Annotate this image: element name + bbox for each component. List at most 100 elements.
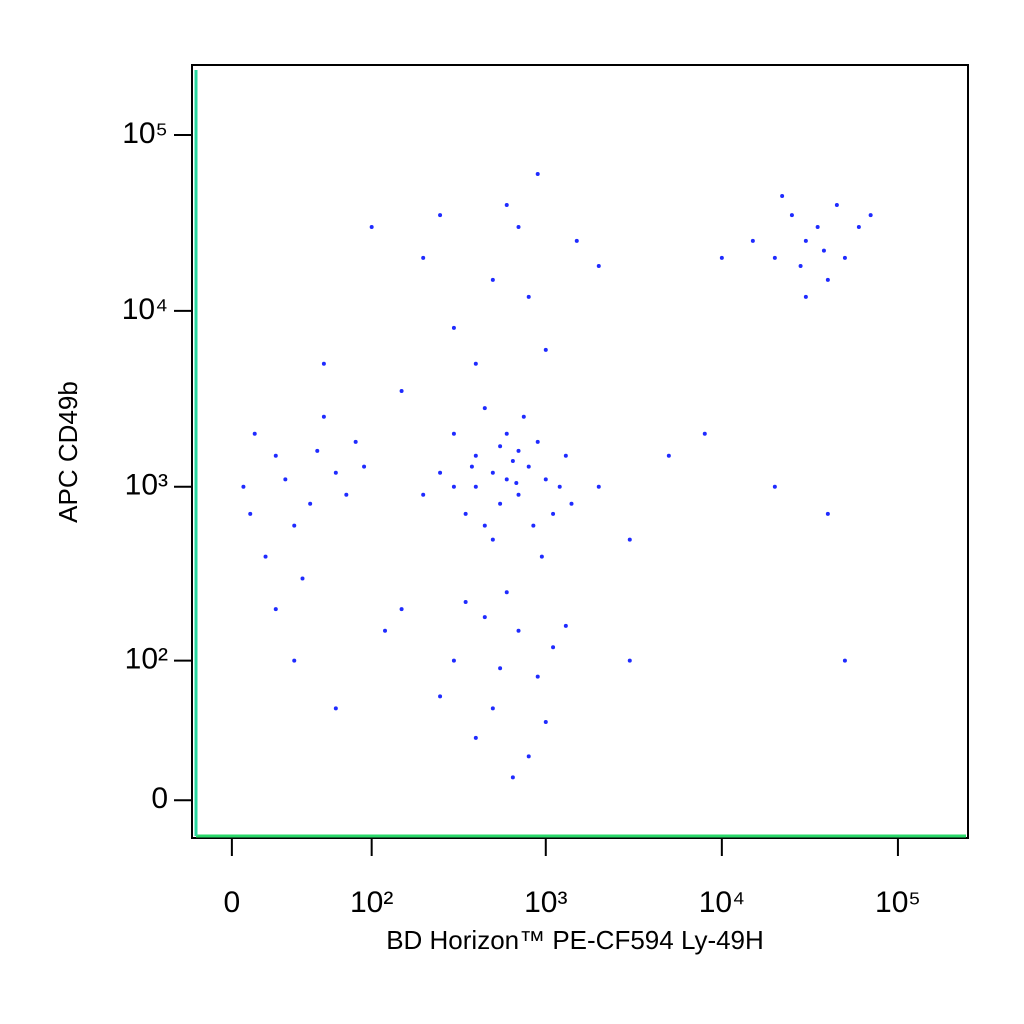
data-point (535, 439, 540, 444)
data-point (473, 735, 478, 740)
data-point (543, 477, 548, 482)
data-point (825, 277, 830, 282)
data-point (719, 255, 724, 260)
data-point (498, 501, 503, 506)
data-point (596, 484, 601, 489)
data-point (241, 484, 246, 489)
y-tick-label: 0 (151, 782, 168, 815)
data-point (514, 480, 519, 485)
data-point (551, 645, 556, 650)
x-tick-label: 10² (350, 886, 393, 919)
data-point (308, 501, 313, 506)
data-point (504, 431, 509, 436)
data-point (469, 464, 474, 469)
data-point (504, 590, 509, 595)
data-point (248, 511, 253, 516)
data-point (399, 607, 404, 612)
data-point (273, 607, 278, 612)
data-point (825, 511, 830, 516)
data-point (498, 444, 503, 449)
data-point (482, 523, 487, 528)
data-point (463, 599, 468, 604)
data-point (438, 213, 443, 218)
data-point (482, 406, 487, 411)
data-point (803, 238, 808, 243)
x-axis-title: BD Horizon™ PE-CF594 Ly-49H (386, 925, 764, 955)
x-tick-label: 10⁴ (699, 886, 745, 919)
data-point (383, 628, 388, 633)
y-tick-label: 10² (125, 643, 168, 676)
data-point (315, 448, 320, 453)
data-point (362, 464, 367, 469)
data-point (627, 537, 632, 542)
data-point (451, 484, 456, 489)
data-point (490, 537, 495, 542)
data-point (421, 492, 426, 497)
data-point (772, 255, 777, 260)
y-tick-label: 10³ (125, 469, 168, 502)
data-point (521, 414, 526, 419)
data-point (596, 263, 601, 268)
data-point (834, 202, 839, 207)
data-point (563, 623, 568, 628)
data-point (510, 459, 515, 464)
y-tick-label: 10⁴ (122, 293, 168, 326)
data-point (300, 576, 305, 581)
x-tick-label: 10³ (524, 886, 567, 919)
data-point (344, 492, 349, 497)
data-point (333, 470, 338, 475)
data-point (543, 720, 548, 725)
plot-frame (191, 64, 969, 839)
y-tick-label: 10⁵ (122, 117, 168, 150)
data-point (292, 658, 297, 663)
data-point (504, 477, 509, 482)
y-axis-title: APC CD49b (53, 381, 83, 523)
data-point (273, 453, 278, 458)
data-point (557, 484, 562, 489)
data-point (473, 361, 478, 366)
data-point (292, 523, 297, 528)
x-tick-label: 0 (224, 886, 241, 919)
data-point (516, 224, 521, 229)
data-point (353, 439, 358, 444)
data-point (333, 706, 338, 711)
data-point (490, 277, 495, 282)
data-point (526, 294, 531, 299)
data-point (535, 674, 540, 679)
data-point (463, 511, 468, 516)
data-point (510, 775, 515, 780)
data-point (369, 224, 374, 229)
data-point (283, 477, 288, 482)
data-point (702, 431, 707, 436)
data-point (504, 202, 509, 207)
data-point (789, 213, 794, 218)
data-point (473, 484, 478, 489)
data-point (821, 248, 826, 253)
data-point (868, 213, 873, 218)
data-point (856, 224, 861, 229)
data-point (321, 361, 326, 366)
data-point (451, 431, 456, 436)
data-point (627, 658, 632, 663)
data-point (535, 172, 540, 177)
data-point (803, 294, 808, 299)
data-point (842, 658, 847, 663)
data-point (482, 615, 487, 620)
data-point (451, 658, 456, 663)
data-point (516, 492, 521, 497)
data-point (451, 325, 456, 330)
data-point (772, 484, 777, 489)
data-point (526, 464, 531, 469)
data-point (666, 453, 671, 458)
data-point (438, 694, 443, 699)
data-point (543, 347, 548, 352)
x-tick-label: 10⁵ (875, 886, 921, 919)
data-point (516, 448, 521, 453)
data-point (321, 414, 326, 419)
data-point (473, 453, 478, 458)
data-point (780, 193, 785, 198)
data-point (531, 523, 536, 528)
data-point (498, 666, 503, 671)
